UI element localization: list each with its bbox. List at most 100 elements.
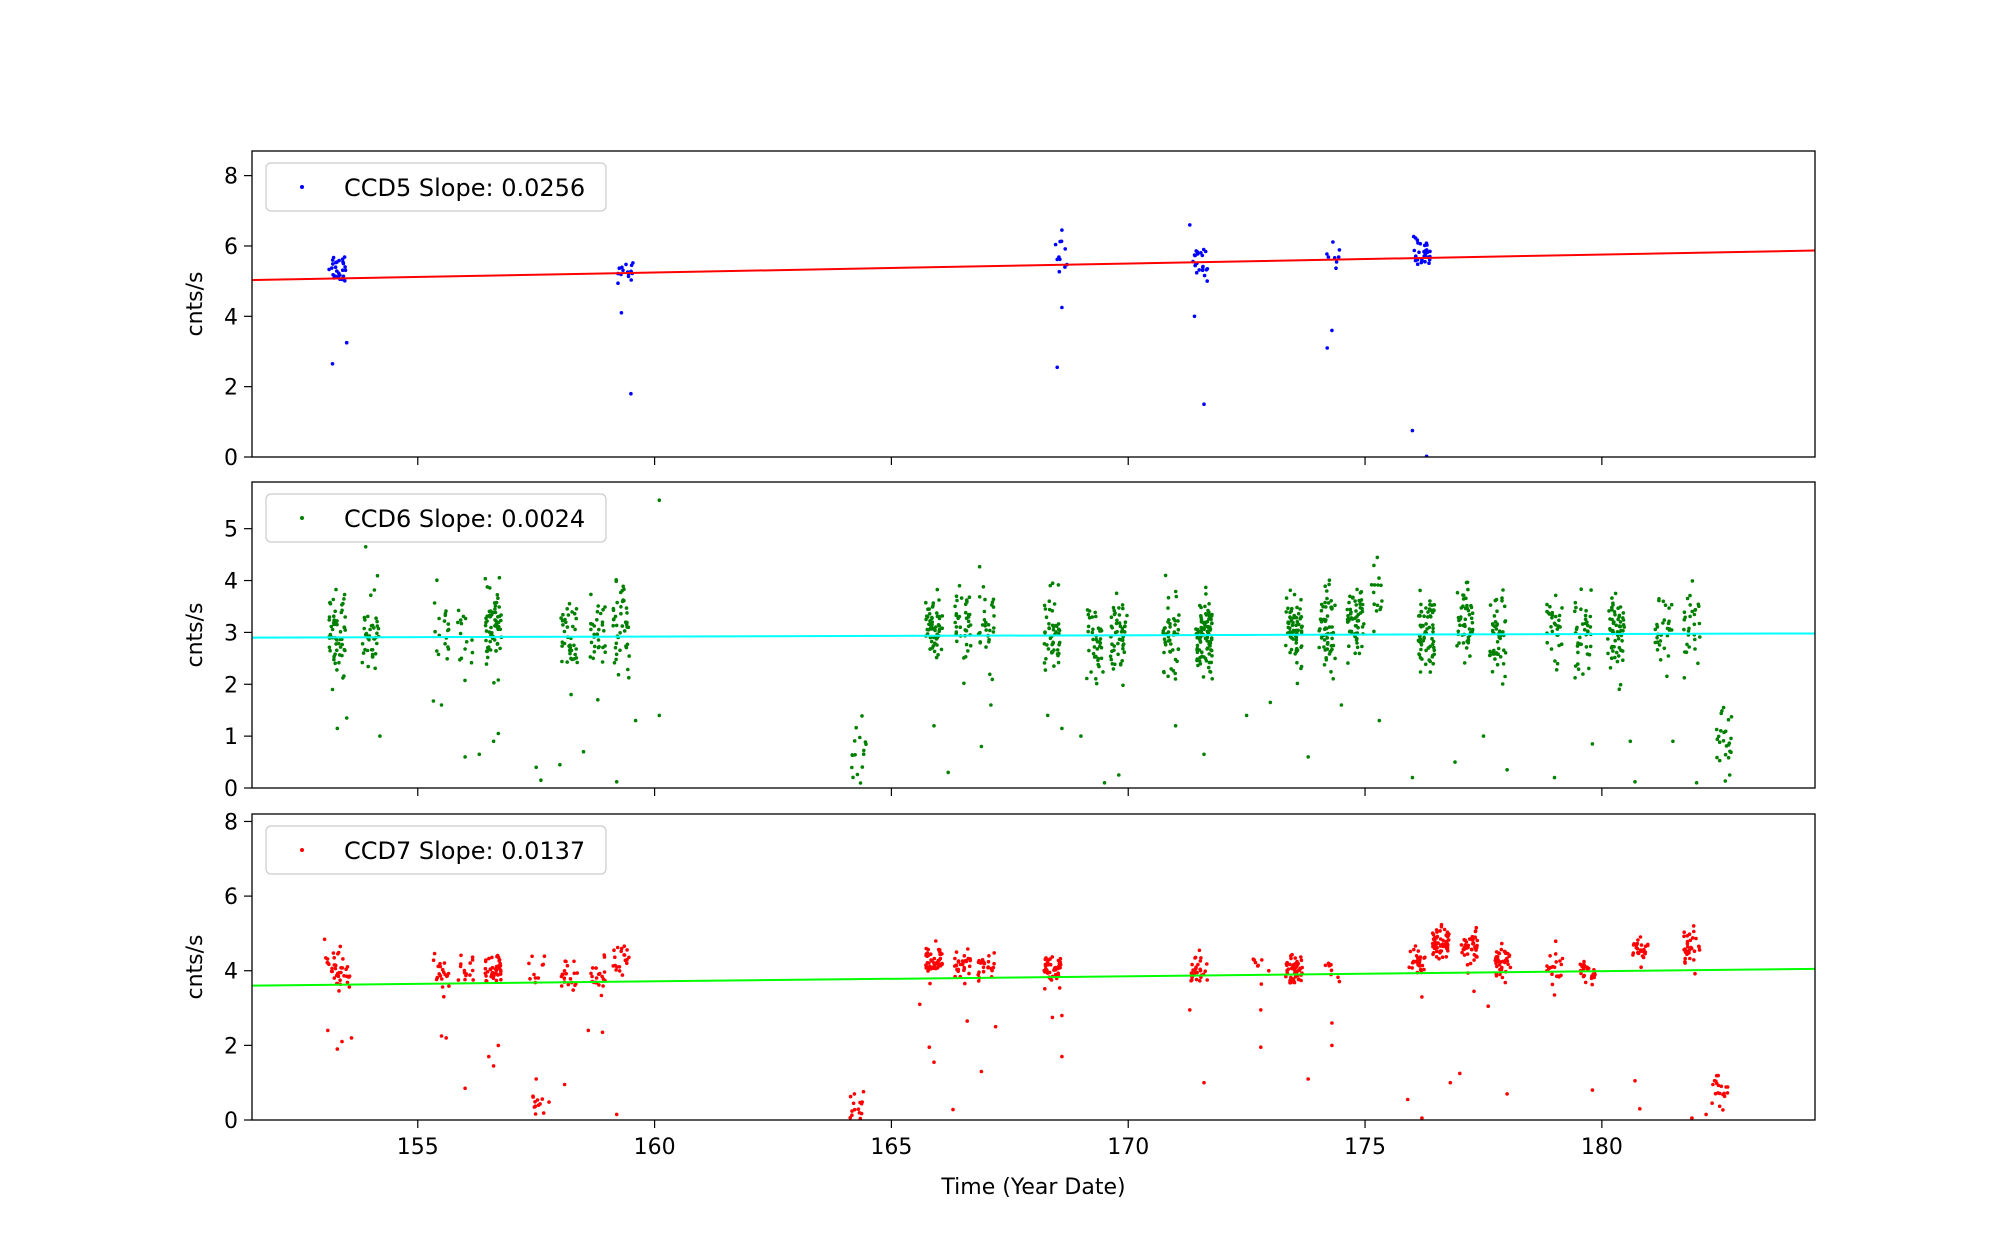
data-point (976, 979, 981, 983)
data-point (1438, 929, 1442, 933)
data-point (600, 1030, 605, 1035)
data-point (344, 974, 349, 979)
data-point (1176, 627, 1181, 632)
data-point (612, 661, 617, 665)
data-point (1584, 645, 1589, 649)
data-point (477, 752, 482, 757)
data-point (575, 660, 579, 665)
data-point (1606, 651, 1610, 656)
data-point (1298, 966, 1302, 971)
data-point (1583, 613, 1588, 618)
data-point (959, 596, 964, 600)
data-point (1724, 1085, 1728, 1089)
data-point (1290, 630, 1295, 634)
data-point (1502, 604, 1507, 609)
data-point (1350, 596, 1355, 600)
data-point (1286, 606, 1290, 611)
data-point (1288, 650, 1292, 655)
data-point (1464, 596, 1468, 601)
data-point (861, 752, 866, 756)
data-point (968, 643, 973, 648)
data-point (494, 968, 499, 973)
data-point (445, 974, 449, 979)
data-point (624, 645, 629, 650)
data-point (1120, 659, 1124, 663)
data-point (1203, 604, 1207, 609)
data-point (1726, 717, 1731, 722)
data-point (1661, 621, 1665, 625)
data-point (1053, 242, 1058, 247)
data-point (614, 968, 618, 972)
data-point (953, 604, 957, 609)
data-point (992, 961, 996, 966)
data-point (459, 621, 464, 626)
data-point (1199, 628, 1204, 633)
data-point (1195, 250, 1200, 254)
legend: CCD7 Slope: 0.0137 (265, 825, 607, 875)
y-tick-label: 5 (224, 518, 238, 543)
data-point (1285, 962, 1289, 967)
data-point (496, 678, 501, 682)
data-point (1331, 677, 1335, 681)
data-point (345, 980, 350, 985)
data-point (1683, 950, 1688, 954)
data-point (527, 961, 531, 966)
data-point (1608, 666, 1613, 670)
data-point (528, 977, 532, 981)
data-point (590, 966, 595, 970)
data-point (1424, 248, 1429, 252)
data-point (1205, 267, 1210, 271)
data-point (1693, 637, 1697, 642)
data-point (1194, 627, 1198, 631)
data-point (589, 971, 593, 976)
data-point (375, 631, 379, 636)
data-point (1284, 974, 1288, 979)
data-point (327, 267, 331, 272)
data-point (432, 951, 437, 956)
data-point (1197, 948, 1202, 953)
data-point (1633, 1079, 1637, 1083)
data-point (992, 951, 996, 955)
data-point (934, 961, 939, 966)
data-point (979, 1069, 984, 1074)
data-point (1259, 982, 1264, 986)
data-point (489, 625, 493, 630)
data-point (1462, 953, 1467, 957)
data-point (1550, 610, 1555, 615)
data-point (1422, 249, 1426, 254)
data-point (440, 985, 445, 989)
data-point (496, 620, 501, 625)
data-point (535, 1098, 540, 1102)
data-point (1655, 648, 1660, 652)
data-point (1094, 614, 1098, 619)
data-point (1424, 606, 1428, 610)
data-point (1295, 681, 1300, 686)
data-point (962, 954, 967, 958)
data-point (1048, 583, 1053, 588)
data-point (1295, 619, 1300, 624)
data-point (1323, 584, 1327, 588)
x-tick-label: 180 (1581, 1135, 1623, 1160)
data-point (1319, 602, 1324, 607)
data-point (1500, 941, 1504, 946)
data-point (540, 963, 545, 967)
x-tick-label: 160 (634, 1135, 676, 1160)
data-point (629, 391, 633, 396)
data-point (562, 1082, 567, 1087)
panel-ccd6: 0 1 2 3 4 5 cnts/s CCD6 Slope: 0.0024 (183, 481, 1816, 802)
data-point (1369, 583, 1374, 587)
data-point (1192, 314, 1197, 319)
data-point (592, 632, 596, 637)
data-point (1727, 741, 1732, 745)
data-point (1582, 959, 1586, 964)
data-point (1331, 240, 1335, 244)
data-point (1586, 623, 1590, 628)
data-point (335, 1047, 340, 1051)
data-point (1697, 945, 1701, 949)
data-point (616, 281, 620, 286)
data-point (1488, 653, 1492, 658)
data-point (332, 622, 337, 627)
data-point (1334, 266, 1338, 271)
data-point (981, 969, 986, 974)
y-tick-label: 8 (224, 810, 238, 835)
